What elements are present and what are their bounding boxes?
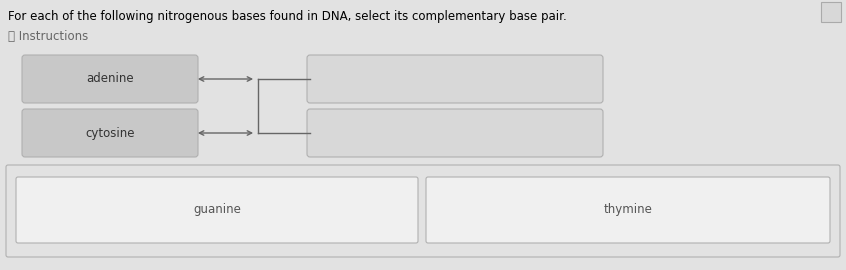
Text: For each of the following nitrogenous bases found in DNA, select its complementa: For each of the following nitrogenous ba… bbox=[8, 10, 567, 23]
FancyBboxPatch shape bbox=[307, 109, 603, 157]
Text: adenine: adenine bbox=[86, 73, 134, 86]
FancyBboxPatch shape bbox=[6, 165, 840, 257]
FancyBboxPatch shape bbox=[16, 177, 418, 243]
Text: cytosine: cytosine bbox=[85, 127, 135, 140]
FancyBboxPatch shape bbox=[22, 55, 198, 103]
FancyBboxPatch shape bbox=[22, 109, 198, 157]
FancyBboxPatch shape bbox=[821, 2, 841, 22]
FancyBboxPatch shape bbox=[426, 177, 830, 243]
Text: ⓘ Instructions: ⓘ Instructions bbox=[8, 30, 88, 43]
Text: guanine: guanine bbox=[193, 204, 241, 217]
FancyBboxPatch shape bbox=[307, 55, 603, 103]
Text: thymine: thymine bbox=[603, 204, 652, 217]
